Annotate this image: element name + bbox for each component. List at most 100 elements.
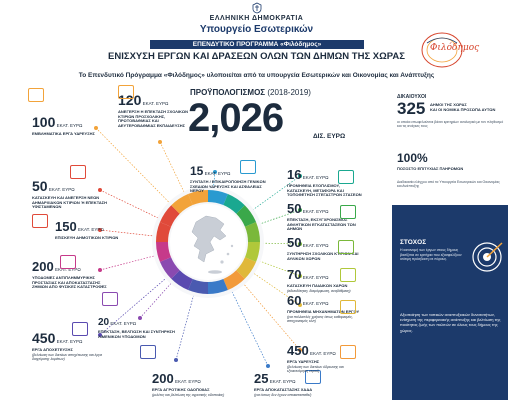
item-number: 70 [287, 267, 302, 282]
item-number: 120 [118, 92, 142, 108]
connector-dot [266, 364, 270, 368]
goal-title: ΣΤΟΧΟΣ [400, 239, 427, 246]
connector-dot [158, 140, 162, 144]
budget-unit: ΔΙΣ. ΕΥΡΩ [313, 133, 346, 140]
connector-dot [298, 208, 302, 212]
item-icon [72, 322, 88, 336]
connector-dot [298, 242, 302, 246]
item-label: ΕΡΓΑ ΑΠΟΧΕΤΕΥΣΗΣ [32, 347, 73, 352]
page-subtitle: Το Επενδυτικό Πρόγραμμα «Φιλόδημος» υλοπ… [78, 72, 435, 79]
item-icon [102, 292, 118, 306]
item-unit: ΕΚΑΤ. ΕΥΡΩ [109, 321, 137, 326]
budget-value: 2,026 [188, 96, 284, 140]
item-icon [70, 165, 86, 179]
item-label: ΠΡΟΜΗΘΕΙΑ ΕΞΟΠΛΙΣΜΟΥ, ΚΑΤΑΣΚΕΥΗ, ΜΕΤΑΦΟΡ… [287, 183, 362, 198]
ring-segment [171, 270, 193, 291]
eligible-label: ΔΗΜΟΙ ΤΗΣ ΧΩΡΑΣ ΚΑΙ ΟΙ ΝΟΜΙΚΑ ΠΡΟΣΩΠΑ ΑΥΤ… [430, 102, 505, 113]
item-label: ΚΑΤΑΣΚΕΥΗ ΠΑΙΔΙΚΩΝ ΧΑΡΩΝ [287, 283, 348, 288]
item-note: (για όσους δεν έχουν αποκατασταθεί) [254, 392, 312, 397]
ring-segment [155, 242, 172, 262]
item-icon [340, 300, 356, 314]
budget-item: 150 ΕΚΑΤ. ΕΥΡΩ ΕΠΙΣΚΕΥΗ ΔΗΜΟΤΙΚΩΝ ΚΤΙΡΙΩΝ [55, 218, 133, 241]
connector-dot [298, 348, 302, 352]
item-number: 450 [287, 343, 309, 358]
budget-item: 450 ΕΚΑΤ. ΕΥΡΩ ΕΡΓΑ ΥΔΡΕΥΣΗΣ (βελτίωση των… [287, 342, 365, 373]
connector-line [139, 280, 174, 319]
ring-segment [188, 190, 208, 206]
budget-label: ΠΡΟΫΠΟΛΟΓΙΣΜΟΣ (2018-2019) [190, 88, 311, 97]
item-number: 450 [32, 330, 56, 346]
item-amount: 16 ΕΚΑΤ. ΕΥΡΩ [287, 166, 365, 184]
budget-title: ΠΡΟΫΠΟΛΟΓΙΣΜΟΣ [190, 88, 266, 97]
item-number: 20 [98, 317, 110, 328]
item-unit: ΕΚΑΤ. ΕΥΡΩ [47, 187, 75, 192]
connector-line [99, 254, 158, 271]
connector-line [175, 292, 195, 361]
gov-line2: Υπουργείο Εσωτερικών [199, 24, 314, 35]
ring-segment [159, 257, 180, 279]
eligible-label-main: ΔΗΜΟΙ ΤΗΣ ΧΩΡΑΣ [430, 102, 467, 107]
item-label: ΕΡΓΑ ΑΠΟΚΑΤΑΣΤΑΣΗΣ ΧΑΔΑ [254, 387, 313, 392]
item-number: 50 [287, 235, 302, 250]
budget-item: 15 ΕΚΑΤ. ΕΥΡΩ ΣΥΝΤΑΞΗ / ΕΠΙΚΑΙΡΟΠΟΙΗΣΗ ΓΕ… [190, 162, 268, 194]
item-number: 16 [287, 167, 302, 182]
item-icon [32, 214, 48, 228]
item-label: ΑΝΕΓΕΡΣΗ Η ΕΠΕΚΤΑΣΗ ΣΧΟΛΙΚΩΝ ΚΤΙΡΙΩΝ ΠΡΟ… [118, 109, 188, 128]
ring-segment [244, 222, 260, 242]
item-note: (μελέτες και βελτίωση της αγροτικής οδοπ… [152, 392, 225, 397]
item-amount: 70 ΕΚΑΤ. ΕΥΡΩ [287, 266, 365, 284]
ring-segment [223, 193, 245, 214]
eligible-description: οι οποίοι επωφελούνται βάσει κριτηρίων α… [397, 120, 504, 129]
item-note: (αδειοδότηση, διαμόρφωση, αναβάθμιση) [287, 288, 351, 293]
item-amount: 450 ΕΚΑΤ. ΕΥΡΩ [287, 342, 365, 360]
logo-text: Φιλόδημος [430, 43, 480, 53]
page-title: ΕΝΙΣΧΥΣΗ ΕΡΓΩΝ ΚΑΙ ΔΡΑΣΕΩΝ ΟΛΩΝ ΤΩΝ ΔΗΜΩ… [108, 51, 405, 62]
ring-segment [156, 222, 172, 242]
item-note: (για πολλαπλές χρήσεις όπως καθαρισμός, … [287, 314, 354, 323]
item-unit: ΕΚΑΤ. ΕΥΡΩ [76, 227, 104, 232]
connector-line [99, 189, 162, 220]
item-amount: 50 ΕΚΑΤ. ΕΥΡΩ [287, 200, 365, 218]
item-unit: ΕΚΑΤ. ΕΥΡΩ [53, 267, 81, 272]
item-number: 60 [287, 293, 302, 308]
item-amount: 20 ΕΚΑΤ. ΕΥΡΩ [98, 312, 176, 330]
item-icon [338, 170, 354, 184]
item-label: ΕΡΓΑ ΥΔΡΕΥΣΗΣ [287, 359, 320, 364]
budget-item: 25 ΕΚΑΤ. ΕΥΡΩ ΕΡΓΑ ΑΠΟΚΑΤΑΣΤΑΣΗΣ ΧΑΔΑ (για… [254, 370, 332, 397]
budget-item: 100 ΕΚΑΤ. ΕΥΡΩ ΕΜΒΛΗΜΑΤΙΚΑ ΕΡΓΑ ΥΔΡΕΥΣΗΣ [32, 114, 110, 137]
item-label: ΕΡΓΑ ΑΓΡΟΤΙΚΗΣ ΟΔΟΠΟΙΙΑΣ [152, 387, 210, 392]
item-amount: 25 ΕΚΑΤ. ΕΥΡΩ [254, 370, 332, 388]
item-number: 150 [55, 219, 77, 234]
item-number: 15 [190, 164, 204, 178]
item-icon [240, 160, 256, 174]
goal-text-main: Αξιοποίηση των τοπικών αναπτυξιακών δυνα… [400, 312, 501, 333]
item-unit: ΕΚΑΤ. ΕΥΡΩ [301, 275, 329, 280]
goal-panel [392, 205, 508, 400]
budget-item: 50 ΕΚΑΤ. ΕΥΡΩ ΚΑΤΑΣΚΕΥΗ ΚΑΙ ΑΝΕΓΕΡΣΗ ΝΕΩΝ… [32, 178, 110, 210]
item-icon [28, 88, 44, 102]
item-amount: 100 ΕΚΑΤ. ΕΥΡΩ [32, 114, 110, 132]
item-unit: ΕΚΑΤ. ΕΥΡΩ [203, 171, 231, 176]
item-unit: ΕΚΑΤ. ΕΥΡΩ [301, 301, 329, 306]
connector-lines [94, 126, 302, 368]
eligible-label-sub: ΚΑΙ ΟΙ ΝΟΜΙΚΑ ΠΡΟΣΩΠΑ ΑΥΤΩΝ [430, 106, 496, 112]
greece-map-icon [191, 215, 227, 263]
connector-dot [98, 188, 102, 192]
ring-segment [244, 242, 260, 262]
budget-item: 450 ΕΚΑΤ. ΕΥΡΩ ΕΡΓΑ ΑΠΟΧΕΤΕΥΣΗΣ (βελτίωση … [32, 330, 110, 361]
ring-segment [223, 270, 245, 291]
connector-line [159, 141, 186, 196]
connector-line [259, 242, 301, 245]
connector-line [250, 175, 301, 212]
item-icon [118, 85, 134, 99]
item-unit: ΕΚΑΤ. ΕΥΡΩ [55, 339, 83, 344]
filodimos-logo [421, 32, 463, 68]
program-banner: ΕΠΕΝΔΥΤΙΚΟ ΠΡΟΓΡΑΜΜΑ «Φιλόδημος» [150, 40, 364, 49]
budget-item: 200 ΕΚΑΤ. ΕΥΡΩ ΕΡΓΑ ΑΓΡΟΤΙΚΗΣ ΟΔΟΠΟΙΙΑΣ (μ… [152, 370, 230, 397]
target-icon [472, 242, 503, 272]
item-label: ΠΡΟΜΗΘΕΙΑ ΜΗΧΑΝΗΜΑΤΩΝ ΕΡΓΟΥ [287, 309, 360, 314]
item-icon [60, 255, 76, 269]
item-label: ΥΠΟΔΟΜΕΣ ΑΝΤΙΠΛΗΜΜΥΡΙΚΗΣ ΠΡΟΣΤΑΣΙΑΣ ΚΑΙ … [32, 275, 107, 290]
connector-dot [94, 126, 98, 130]
budget-item: 20 ΕΚΑΤ. ΕΥΡΩ ΕΠΕΚΤΑΣΗ, ΒΕΛΤΙΩΣΗ ΚΑΙ ΣΥΝΤ… [98, 312, 176, 339]
